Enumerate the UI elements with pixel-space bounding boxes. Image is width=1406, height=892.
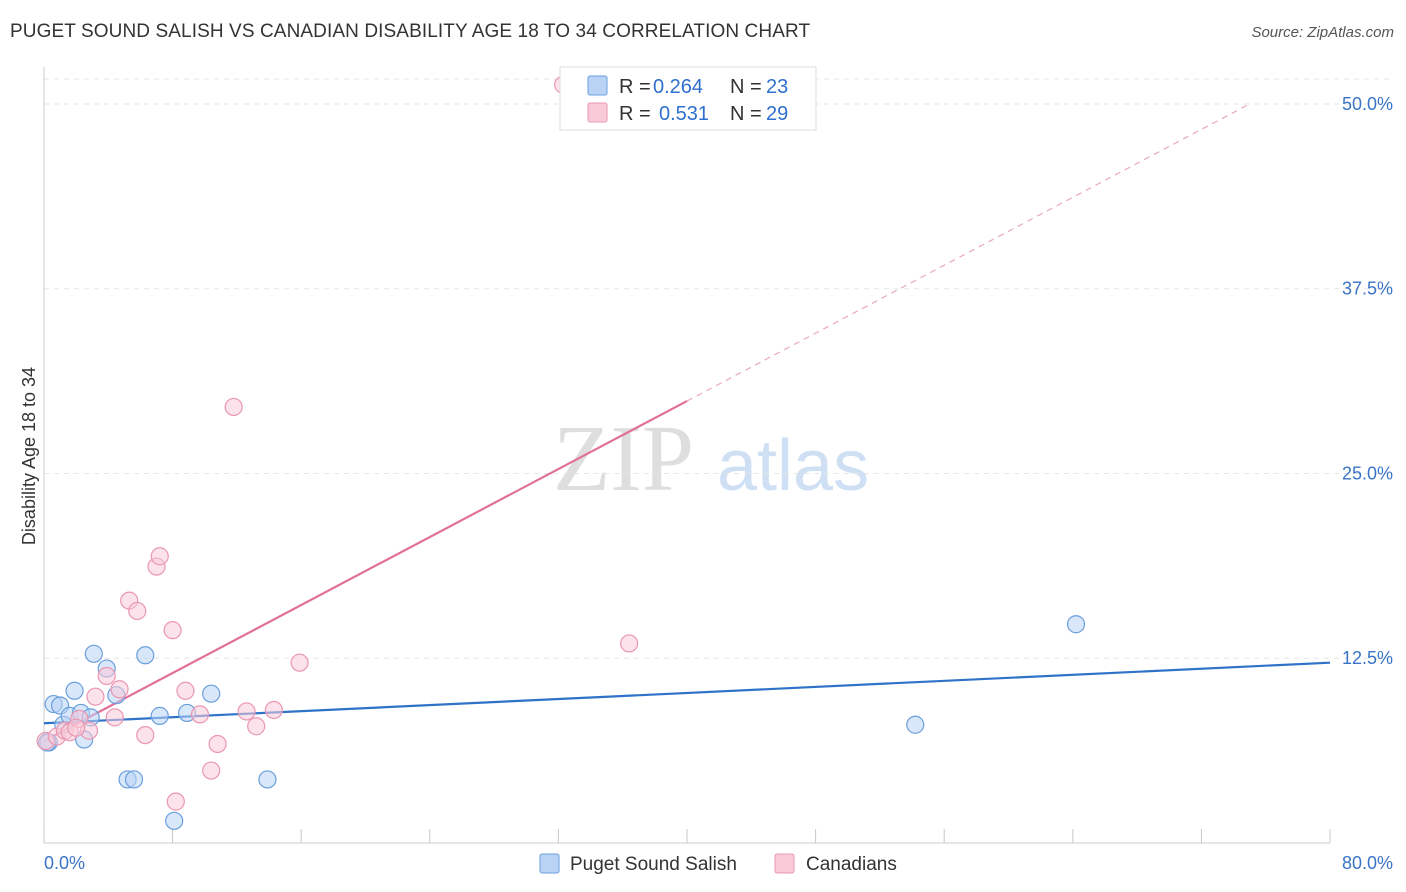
chart-source: Source: ZipAtlas.com — [1251, 24, 1394, 41]
y-tick-label: 12.5% — [1342, 648, 1393, 668]
data-point-canadians — [128, 601, 147, 621]
legend-r-label-puget: R = — [619, 76, 651, 98]
data-point-canadians — [224, 397, 243, 417]
trend-line-extension-1 — [686, 103, 1250, 402]
data-point-canadians — [202, 761, 221, 780]
bottom-legend-label-puget: Puget Sound Salish — [570, 854, 737, 875]
data-point-canadians — [136, 725, 155, 745]
data-point-puget — [136, 646, 155, 665]
y-tick-label: 37.5% — [1342, 279, 1393, 299]
legend-r-value-canadians: 0.531 — [659, 103, 709, 125]
data-point-canadians — [237, 702, 256, 721]
data-point-puget — [150, 706, 169, 725]
legend-n-label-canadians: N = — [730, 103, 762, 125]
legend-r-label-canadians: R = — [619, 103, 651, 125]
y-tick-label: 50.0% — [1342, 94, 1393, 114]
data-point-canadians — [150, 547, 169, 566]
data-point-canadians — [105, 708, 124, 727]
data-point-puget — [1066, 615, 1086, 634]
legend-swatch-canadians — [587, 102, 608, 123]
watermark: ZIP atlas — [553, 407, 869, 511]
data-point-puget — [258, 770, 277, 789]
x-tick-label-max: 80.0% — [1342, 853, 1393, 873]
data-point-puget — [65, 681, 84, 700]
svg-text:atlas: atlas — [717, 426, 869, 506]
data-point-canadians — [163, 621, 182, 640]
data-point-canadians — [208, 734, 227, 754]
data-point-canadians — [290, 653, 309, 672]
data-point-canadians — [67, 718, 86, 737]
trend-line-0 — [43, 661, 1331, 725]
grid — [44, 78, 1393, 659]
data-point-canadians — [620, 634, 639, 653]
data-point-puget — [202, 684, 221, 703]
legend-n-value-canadians: 29 — [766, 103, 788, 125]
legend: R = 0.264 N = 23 R = 0.531 N = 29 — [559, 66, 817, 131]
axes — [43, 67, 1331, 844]
legend-r-value-puget: 0.264 — [653, 76, 703, 98]
data-points — [36, 75, 1086, 830]
data-point-puget — [124, 770, 144, 789]
legend-n-value-puget: 23 — [766, 76, 788, 98]
data-point-puget — [906, 715, 925, 734]
data-point-puget — [165, 811, 184, 830]
data-point-puget — [84, 644, 103, 663]
bottom-legend: Puget Sound Salish Canadians — [539, 853, 897, 875]
chart-title: PUGET SOUND SALISH VS CANADIAN DISABILIT… — [10, 21, 811, 42]
bottom-legend-label-canadians: Canadians — [806, 854, 897, 875]
data-point-canadians — [176, 681, 195, 700]
legend-n-label-puget: N = — [730, 76, 762, 98]
y-tick-label: 25.0% — [1342, 463, 1393, 483]
data-point-canadians — [247, 717, 266, 736]
data-point-canadians — [190, 705, 210, 724]
data-point-canadians — [110, 680, 129, 699]
trend-line-1 — [43, 400, 688, 742]
bottom-legend-swatch-puget — [539, 853, 560, 874]
y-axis-title: Disability Age 18 to 34 — [19, 367, 39, 545]
data-point-canadians — [264, 700, 283, 720]
y-tick-labels: 12.5% 25.0% 37.5% 50.0% — [1342, 94, 1393, 668]
svg-text:ZIP: ZIP — [553, 407, 694, 511]
legend-swatch-puget — [587, 75, 608, 96]
data-point-canadians — [166, 792, 185, 811]
x-tick-label-min: 0.0% — [44, 853, 85, 873]
data-point-canadians — [97, 666, 116, 686]
bottom-legend-swatch-canadians — [774, 853, 795, 874]
data-point-canadians — [86, 687, 105, 706]
trend-lines — [43, 103, 1331, 742]
